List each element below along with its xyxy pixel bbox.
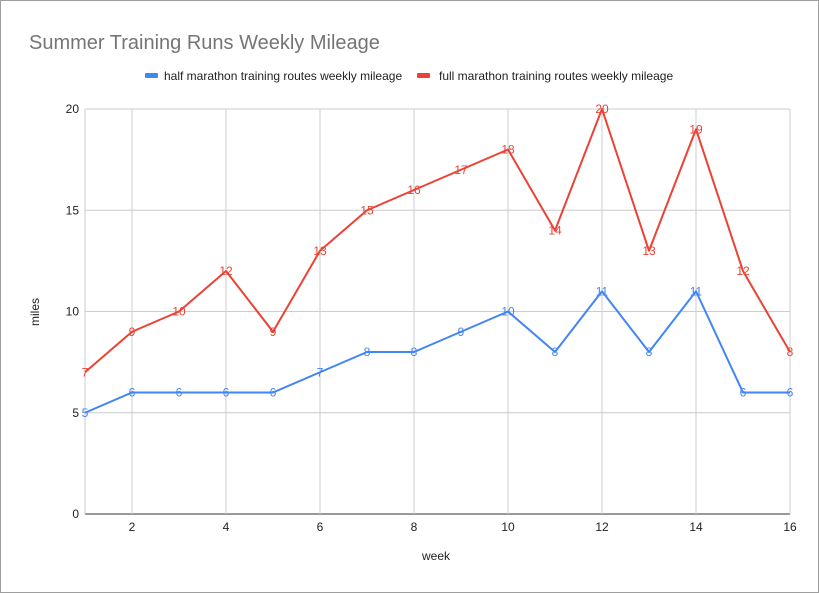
- data-label: 8: [552, 345, 559, 359]
- data-label: 8: [787, 345, 794, 359]
- x-tick-label: 10: [501, 520, 515, 534]
- y-tick-label: 20: [66, 102, 80, 116]
- legend-swatch-full: [417, 73, 430, 78]
- y-tick-label: 10: [66, 305, 80, 319]
- data-label: 15: [360, 203, 374, 217]
- legend-label-full: full marathon training routes weekly mil…: [439, 69, 673, 83]
- x-tick-label: 8: [411, 520, 418, 534]
- data-label: 7: [317, 365, 324, 379]
- x-axis-label: week: [421, 549, 451, 563]
- data-label: 11: [690, 284, 703, 298]
- x-tick-label: 2: [129, 520, 136, 534]
- series-line-half: [84, 290, 790, 414]
- x-tick-label: 4: [223, 520, 230, 534]
- y-tick-label: 15: [66, 203, 80, 217]
- data-label: 6: [270, 386, 277, 400]
- data-label: 6: [787, 386, 794, 400]
- x-tick-label: 6: [317, 520, 324, 534]
- data-label: 9: [270, 325, 277, 339]
- data-label: 13: [642, 244, 656, 258]
- data-label: 18: [501, 143, 515, 157]
- data-label: 12: [219, 264, 233, 278]
- chart-title: Summer Training Runs Weekly Mileage: [29, 32, 380, 54]
- series-line-full: [84, 108, 791, 374]
- data-label: 19: [689, 122, 703, 136]
- data-label: 8: [646, 345, 653, 359]
- y-tick-label: 0: [72, 507, 79, 521]
- data-label: 20: [595, 102, 609, 116]
- x-tick-label: 14: [689, 520, 703, 534]
- data-label: 13: [313, 244, 327, 258]
- data-label: 7: [82, 365, 89, 379]
- x-tick-label: 12: [595, 520, 609, 534]
- data-label: 11: [596, 284, 609, 298]
- legend-label-half: half marathon training routes weekly mil…: [164, 69, 402, 83]
- data-label: 9: [129, 325, 136, 339]
- data-label: 6: [176, 386, 183, 400]
- x-tick-label: 16: [783, 520, 797, 534]
- data-label: 12: [736, 264, 750, 278]
- data-label: 10: [501, 305, 515, 319]
- data-label: 9: [458, 325, 465, 339]
- data-label: 8: [411, 345, 418, 359]
- y-axis-label: miles: [28, 298, 42, 326]
- data-label: 14: [548, 224, 562, 238]
- data-label: 5: [82, 406, 89, 420]
- data-label: 17: [454, 163, 468, 177]
- data-label: 16: [407, 183, 421, 197]
- data-label: 6: [740, 386, 747, 400]
- legend: half marathon training routes weekly mil…: [145, 69, 673, 83]
- data-label: 10: [172, 305, 186, 319]
- legend-swatch-half: [145, 73, 158, 78]
- data-label: 8: [364, 345, 371, 359]
- y-tick-label: 5: [72, 406, 79, 420]
- data-label: 6: [129, 386, 136, 400]
- data-label: 6: [223, 386, 230, 400]
